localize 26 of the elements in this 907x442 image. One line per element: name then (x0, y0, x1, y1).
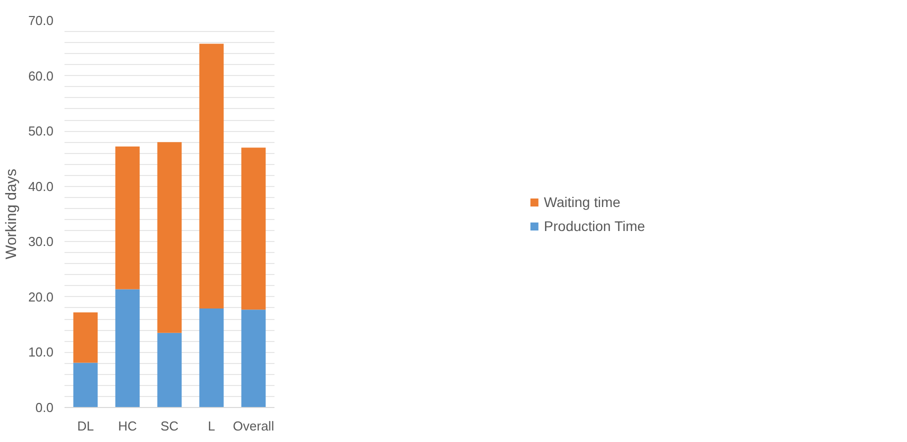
legend-label: Waiting time (544, 194, 620, 210)
bar (73, 362, 98, 408)
y-tick-label: 50.0 (28, 124, 54, 139)
bar (115, 289, 140, 408)
y-axis-title: Working days (3, 168, 20, 260)
bar (73, 312, 98, 363)
y-tick-label: 70.0 (28, 13, 54, 28)
bar (199, 308, 224, 408)
y-tick-label: 0.0 (35, 400, 54, 415)
y-tick-label: 30.0 (28, 234, 54, 250)
bar (241, 310, 266, 408)
bar (157, 332, 182, 408)
x-tick-label: DL (77, 418, 94, 434)
x-tick-label: HC (118, 418, 137, 434)
x-tick-label: Overall (232, 418, 274, 434)
bar (157, 142, 182, 333)
x-tick-label: SC (160, 418, 179, 434)
y-tick-label: 20.0 (28, 289, 54, 304)
bar (115, 146, 140, 290)
x-tick-label: L (208, 418, 216, 434)
y-tick-label: 10.0 (28, 344, 54, 360)
y-tick-label: 40.0 (28, 178, 54, 194)
y-tick-label: 60.0 (28, 68, 54, 84)
bar (241, 148, 266, 310)
bar (199, 44, 224, 309)
legend-label: Production Time (544, 218, 646, 234)
